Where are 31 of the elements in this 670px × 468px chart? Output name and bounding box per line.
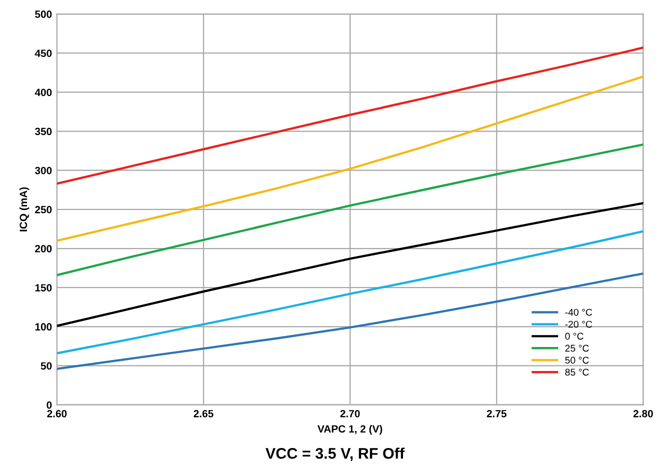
line-series xyxy=(56,230,644,354)
line-series xyxy=(56,143,644,276)
legend-label: -20 °C xyxy=(565,320,592,328)
y-tick-label: 50 xyxy=(40,362,52,370)
legend-label: -40 °C xyxy=(565,308,592,316)
x-tick-label: 2.65 xyxy=(194,410,214,418)
y-tick-label: 350 xyxy=(34,128,52,136)
legend-label: 25 °C xyxy=(565,344,589,352)
y-tick-label: 500 xyxy=(35,10,52,18)
y-axis-title: ICQ (mA) xyxy=(19,187,30,232)
x-tick-label: 2.80 xyxy=(633,410,653,418)
legend-label: 50 °C xyxy=(565,356,589,364)
y-tick-label: 250 xyxy=(35,206,52,214)
line-series xyxy=(56,202,644,327)
y-tick-label: 200 xyxy=(35,245,52,252)
x-tick-label: 2.60 xyxy=(47,410,67,418)
legend-label: 85 °C xyxy=(565,368,589,376)
legend-label: 0 °C xyxy=(565,332,584,340)
line-series xyxy=(56,46,644,185)
x-tick-label: 2.75 xyxy=(486,410,506,418)
line-series xyxy=(56,75,644,242)
y-tick-label: 450 xyxy=(34,50,52,57)
y-tick-label: 150 xyxy=(35,284,52,292)
line-series xyxy=(56,272,644,370)
x-axis-title: VAPC 1, 2 (V) xyxy=(318,424,382,435)
y-tick-label: 400 xyxy=(34,88,52,96)
y-tick-label: 300 xyxy=(34,166,52,174)
text: VCC = 3.5 V, RF Off xyxy=(266,448,405,462)
y-tick-label: 0 xyxy=(46,401,52,409)
x-tick-label: 2.70 xyxy=(340,410,360,418)
y-tick-label: 100 xyxy=(35,323,52,331)
